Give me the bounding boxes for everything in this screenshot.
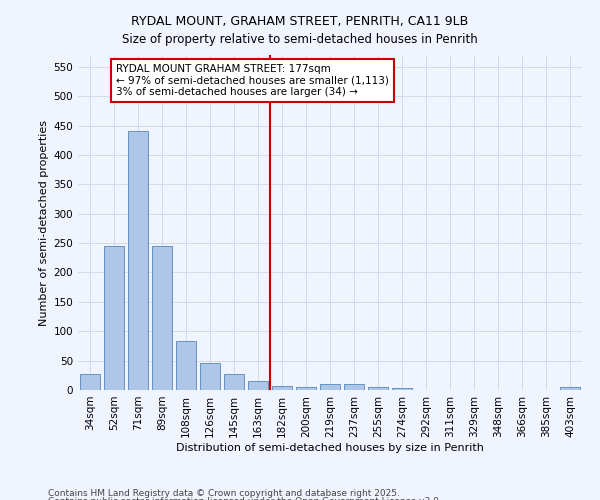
Bar <box>560 387 580 390</box>
Bar <box>248 381 268 390</box>
X-axis label: Distribution of semi-detached houses by size in Penrith: Distribution of semi-detached houses by … <box>176 442 484 452</box>
Text: Size of property relative to semi-detached houses in Penrith: Size of property relative to semi-detach… <box>122 32 478 46</box>
Bar <box>80 374 100 390</box>
Bar <box>128 132 148 390</box>
Bar <box>272 386 292 390</box>
Bar <box>176 341 196 390</box>
Bar <box>320 384 340 390</box>
Text: RYDAL MOUNT, GRAHAM STREET, PENRITH, CA11 9LB: RYDAL MOUNT, GRAHAM STREET, PENRITH, CA1… <box>131 15 469 28</box>
Text: Contains HM Land Registry data © Crown copyright and database right 2025.: Contains HM Land Registry data © Crown c… <box>48 488 400 498</box>
Bar <box>104 246 124 390</box>
Bar <box>152 246 172 390</box>
Text: RYDAL MOUNT GRAHAM STREET: 177sqm
← 97% of semi-detached houses are smaller (1,1: RYDAL MOUNT GRAHAM STREET: 177sqm ← 97% … <box>116 64 389 97</box>
Text: Contains public sector information licensed under the Open Government Licence v3: Contains public sector information licen… <box>48 497 442 500</box>
Bar <box>344 384 364 390</box>
Bar <box>224 374 244 390</box>
Y-axis label: Number of semi-detached properties: Number of semi-detached properties <box>39 120 49 326</box>
Bar <box>368 387 388 390</box>
Bar <box>392 388 412 390</box>
Bar <box>296 387 316 390</box>
Bar <box>200 363 220 390</box>
